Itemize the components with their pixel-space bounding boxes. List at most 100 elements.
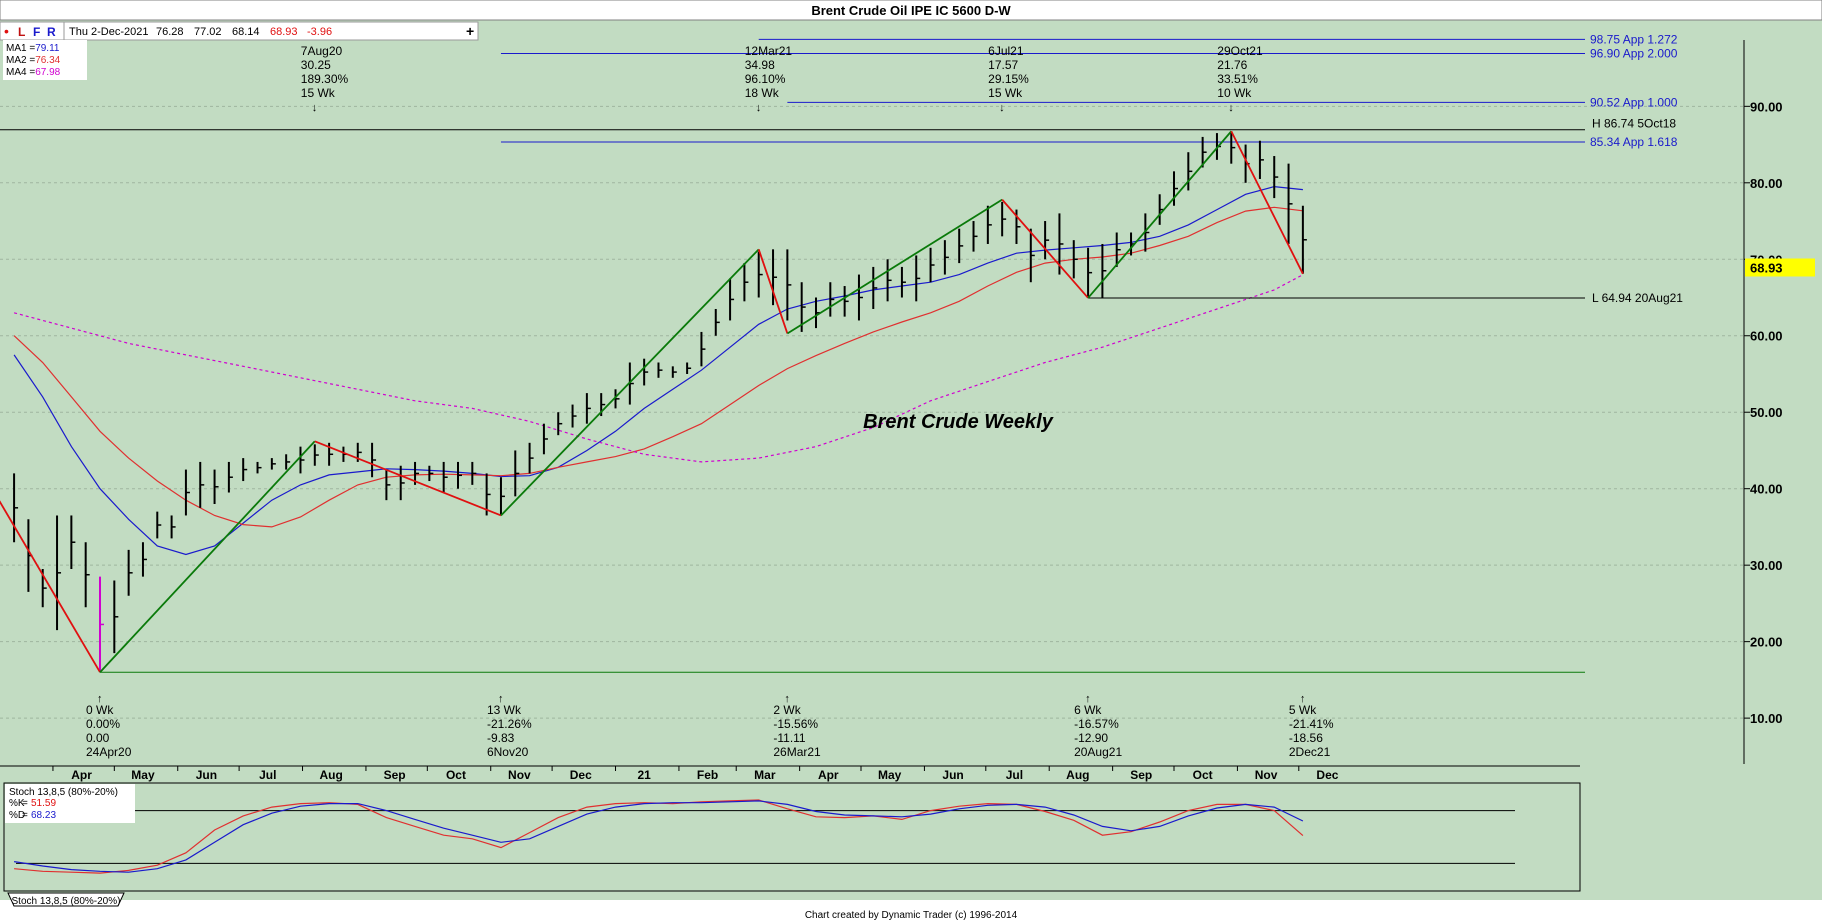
swing-top-label: 7Aug20 (301, 44, 343, 58)
swing-top-label: 12Mar21 (745, 44, 793, 58)
x-tick-label: Dec (570, 768, 592, 782)
x-tick-label: Dec (1316, 768, 1338, 782)
x-tick-label: Sep (1130, 768, 1152, 782)
stoch-d-label: %D (9, 810, 25, 821)
swing-line-down (314, 440, 502, 517)
swing-top-label: 29.15% (988, 72, 1029, 86)
x-tick-label: Aug (1066, 768, 1089, 782)
swing-top-label: 33.51% (1217, 72, 1258, 86)
status-dot: • (4, 23, 9, 39)
toolbar-high: 77.02 (194, 26, 222, 38)
stoch-k-value: 51.59 (31, 798, 56, 809)
x-tick-label: Oct (446, 768, 466, 782)
x-tick-label: Apr (818, 768, 839, 782)
swing-top-label: 10 Wk (1217, 86, 1252, 100)
swing-bottom-label: 6Nov20 (487, 745, 529, 759)
swing-line-down (1001, 199, 1089, 299)
stoch-k-eq: = (22, 798, 28, 809)
swing-top-label: 15 Wk (988, 86, 1023, 100)
x-tick-label: May (878, 768, 902, 782)
level-label: 98.75 App 1.272 (1590, 32, 1678, 46)
toolbar-close: 68.93 (270, 26, 298, 38)
y-tick-label: 50.00 (1750, 405, 1783, 420)
y-tick-label: 80.00 (1750, 176, 1783, 191)
swing-bottom-label: -21.26% (487, 717, 532, 731)
x-tick-label: Apr (71, 768, 92, 782)
swing-top-label: 6Jul21 (988, 44, 1024, 58)
toolbar (0, 21, 479, 41)
stoch-legend (5, 784, 135, 823)
swing-bottom-label: 13 Wk (487, 703, 522, 717)
swing-top-label: 96.10% (745, 72, 786, 86)
x-tick-label: May (131, 768, 155, 782)
swing-line-down (0, 500, 101, 673)
swing-bottom-arrow: ↑ (498, 693, 504, 705)
y-tick-label: 90.00 (1750, 99, 1783, 114)
stoch-k-label: %K (9, 798, 25, 809)
x-tick-label: Jul (259, 768, 276, 782)
swing-bottom-label: 26Mar21 (773, 745, 821, 759)
swing-top-label: 29Oct21 (1217, 44, 1263, 58)
stoch-tab[interactable] (7, 892, 125, 907)
stoch-tab-label[interactable]: Stoch 13,8,5 (80%-20%) (12, 896, 121, 907)
title-bar (0, 0, 1822, 21)
swing-lines (0, 130, 1304, 673)
stoch-d-eq: = (22, 810, 28, 821)
level-label: 96.90 App 2.000 (1590, 47, 1678, 61)
swing-top-label: 189.30% (301, 72, 349, 86)
y-tick-label: 40.00 (1750, 482, 1783, 497)
swing-line-up (500, 248, 760, 517)
swing-bottom-arrow: ↑ (784, 693, 790, 705)
y-axis: 10.0020.0030.0040.0050.0060.0070.0080.00… (1744, 99, 1783, 726)
x-tick-label: Nov (1255, 768, 1278, 782)
swing-bottom-label: -21.41% (1289, 717, 1334, 731)
grid-lines (0, 105, 1744, 719)
footer-bar (0, 907, 1822, 921)
toolbar-button-f[interactable]: F (33, 25, 40, 39)
stoch-line-d (14, 800, 1304, 873)
last-price-label: 68.93 (1750, 261, 1783, 276)
swing-bottom-label: -11.11 (773, 731, 806, 745)
toolbar-change: -3.96 (307, 26, 332, 38)
toolbar-open: 76.28 (156, 26, 184, 38)
swing-bottom-arrow: ↑ (1300, 693, 1306, 705)
ma-legend-item: MA1 =79.11 (6, 43, 60, 54)
ma-legend (3, 40, 87, 80)
x-tick-label: Nov (508, 768, 531, 782)
x-tick-label: Mar (754, 768, 776, 782)
swing-bottom-arrow: ↑ (97, 693, 103, 705)
x-tick-label: 21 (637, 768, 651, 782)
high-label: H 86.74 5Oct18 (1592, 116, 1676, 130)
swing-line-down (757, 249, 789, 334)
x-tick-label: Feb (697, 768, 718, 782)
swing-bottom-label: 0.00 (86, 731, 110, 745)
chart-annotation: Brent Crude Weekly (863, 411, 1054, 433)
level-label: 85.34 App 1.618 (1590, 135, 1678, 149)
toolbar-button-l[interactable]: L (18, 25, 25, 39)
x-tick-label: Sep (384, 768, 406, 782)
x-tick-label: Aug (320, 768, 343, 782)
swing-bottom-label: 5 Wk (1289, 703, 1317, 717)
y-tick-label: 20.00 (1750, 635, 1783, 650)
x-axis: Apr May Jun Jul Aug Sep Oct Nov Dec 21 Feb Mar Apr Ma… (52, 766, 1339, 782)
swing-bottom-label: 2Dec21 (1289, 745, 1331, 759)
ma-legend-item: MA2 =76.34 (6, 55, 61, 66)
add-button[interactable]: + (466, 23, 474, 39)
swing-bottom-label: -12.90 (1074, 731, 1108, 745)
y-tick-label: 10.00 (1750, 711, 1783, 726)
stoch-title: Stoch 13,8,5 (80%-20%) (9, 787, 118, 798)
stoch-panel (3, 782, 1581, 892)
toolbar-button-r[interactable]: R (47, 25, 56, 39)
x-tick-label: Jul (1006, 768, 1023, 782)
swing-bottom-label: -9.83 (487, 731, 515, 745)
swing-bottom-arrow: ↑ (1085, 693, 1091, 705)
low-label: L 64.94 20Aug21 (1592, 291, 1683, 305)
swing-top-label: 15 Wk (301, 86, 336, 100)
swing-bottom-label: 2 Wk (773, 703, 801, 717)
window-title: Brent Crude Oil IPE IC 5600 D-W (811, 3, 1011, 18)
swing-bottom-label: -15.56% (773, 717, 818, 731)
swing-bottom-label: -16.57% (1074, 717, 1119, 731)
level-label: 90.52 App 1.000 (1590, 95, 1678, 109)
swing-line-down (1230, 130, 1304, 275)
